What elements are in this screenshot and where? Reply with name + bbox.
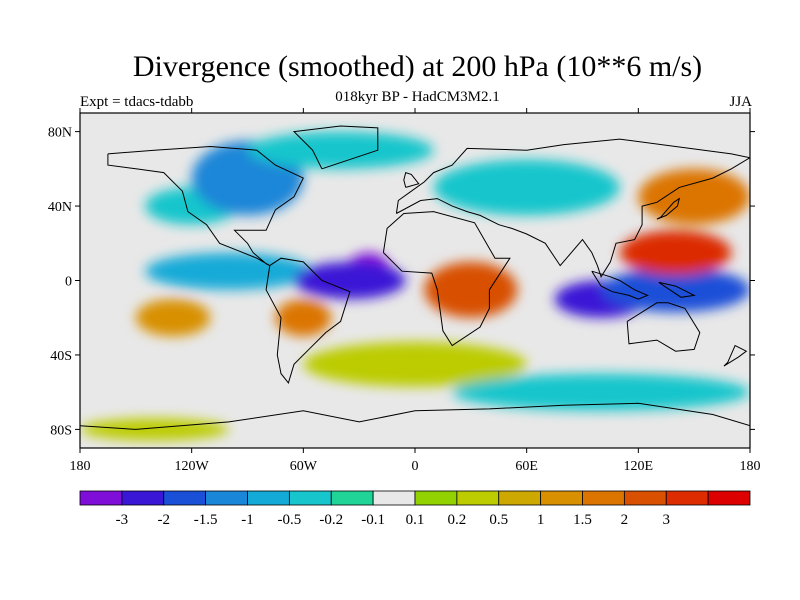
lat-tick-label: 0 [65, 275, 72, 290]
colorbar-swatch-13 [623, 490, 667, 506]
field-blob-7 [275, 299, 332, 337]
lat-tick-label: 80S [50, 423, 72, 438]
colorbar-swatch-0 [79, 490, 123, 506]
coastline-4 [395, 138, 750, 278]
lon-tick-label: 180 [740, 459, 761, 474]
lat-tick-label: 40N [48, 200, 72, 215]
colorbar-label: -0.2 [319, 512, 343, 528]
coastline-0 [107, 145, 304, 267]
field-blob-6 [619, 230, 732, 275]
colorbar-swatch-12 [582, 490, 625, 506]
coastline-5 [626, 302, 701, 352]
colorbar-swatch-1 [121, 490, 165, 506]
field-blob-16 [80, 418, 229, 441]
coastline-8 [656, 197, 681, 220]
colorbar-label: 1.5 [573, 512, 592, 528]
lon-tick-label: 0 [412, 459, 419, 474]
experiment-label: Expt = tdacs-tdabb [80, 94, 194, 110]
lon-tick-label: 60E [515, 459, 538, 474]
colorbar-label: -1 [241, 512, 254, 528]
colorbar-swatch-7 [372, 490, 416, 506]
colorbar-label: -2 [158, 512, 171, 528]
colorbar: -3 -2 -1.5 -1 -0.5 -0.2 -0.1 0.1 0.2 0.5 1 1.5 2 3 [79, 490, 751, 528]
colorbar-swatch-2 [163, 490, 207, 506]
field-blob-2 [294, 261, 406, 300]
field-blob-14 [247, 131, 434, 169]
coastline-2 [292, 125, 379, 170]
colorbar-swatch-15 [707, 490, 751, 506]
colorbar-label: 0.1 [406, 512, 425, 528]
colorbar-swatch-4 [247, 490, 290, 506]
colorbar-label: 3 [663, 512, 671, 528]
lat-tick-label: 40S [50, 349, 72, 364]
lon-tick-label: 120E [624, 459, 654, 474]
colorbar-label: 0.5 [489, 512, 508, 528]
colorbar-label: -0.1 [361, 512, 385, 528]
divergence-field [80, 131, 750, 441]
lat-tick-label: 80N [48, 126, 72, 141]
chart-subtitle: 018kyr BP - HadCM3M2.1 [335, 89, 500, 105]
lon-tick-label: 180 [70, 459, 91, 474]
colorbar-label: -3 [116, 512, 129, 528]
colorbar-swatch-3 [205, 490, 248, 506]
coastline-3 [382, 211, 511, 347]
coastline-6 [591, 270, 649, 300]
colorbar-label: -0.5 [278, 512, 302, 528]
coastline-1 [265, 257, 351, 384]
coastline-7 [658, 281, 696, 298]
colorbar-label: 1 [537, 512, 545, 528]
colorbar-swatch-9 [456, 490, 500, 506]
field-blob-8 [135, 299, 211, 337]
field-blob-9 [303, 341, 527, 387]
colorbar-label: -1.5 [194, 512, 218, 528]
colorbar-swatch-10 [498, 490, 542, 506]
colorbar-swatch-5 [288, 490, 332, 506]
coastlines [80, 125, 750, 430]
coastline-11 [80, 402, 750, 430]
lon-tick-label: 60W [290, 459, 318, 474]
field-blob-15 [452, 373, 750, 411]
coastline-9 [403, 171, 420, 188]
colorbar-label: 0.2 [448, 512, 467, 528]
axis-ticks: 80N 40N 0 40S 80S 180 120W 60W 0 60E 120E 180 [48, 108, 761, 474]
chart-title: Divergence (smoothed) at 200 hPa (10**6 … [132, 50, 703, 83]
coastline-10 [723, 344, 748, 367]
field-blob-12 [433, 159, 620, 216]
lon-tick-label: 120W [175, 459, 210, 474]
colorbar-label: 2 [621, 512, 629, 528]
colorbar-swatch-8 [414, 490, 458, 506]
field-blob-5 [424, 261, 518, 318]
colorbar-swatch-11 [540, 490, 583, 506]
field-blob-13 [638, 168, 750, 225]
colorbar-swatch-6 [330, 490, 374, 506]
field-blob-0 [145, 252, 313, 290]
season-label: JJA [729, 94, 752, 110]
colorbar-swatch-14 [665, 490, 709, 506]
field-blob-4 [601, 267, 750, 313]
